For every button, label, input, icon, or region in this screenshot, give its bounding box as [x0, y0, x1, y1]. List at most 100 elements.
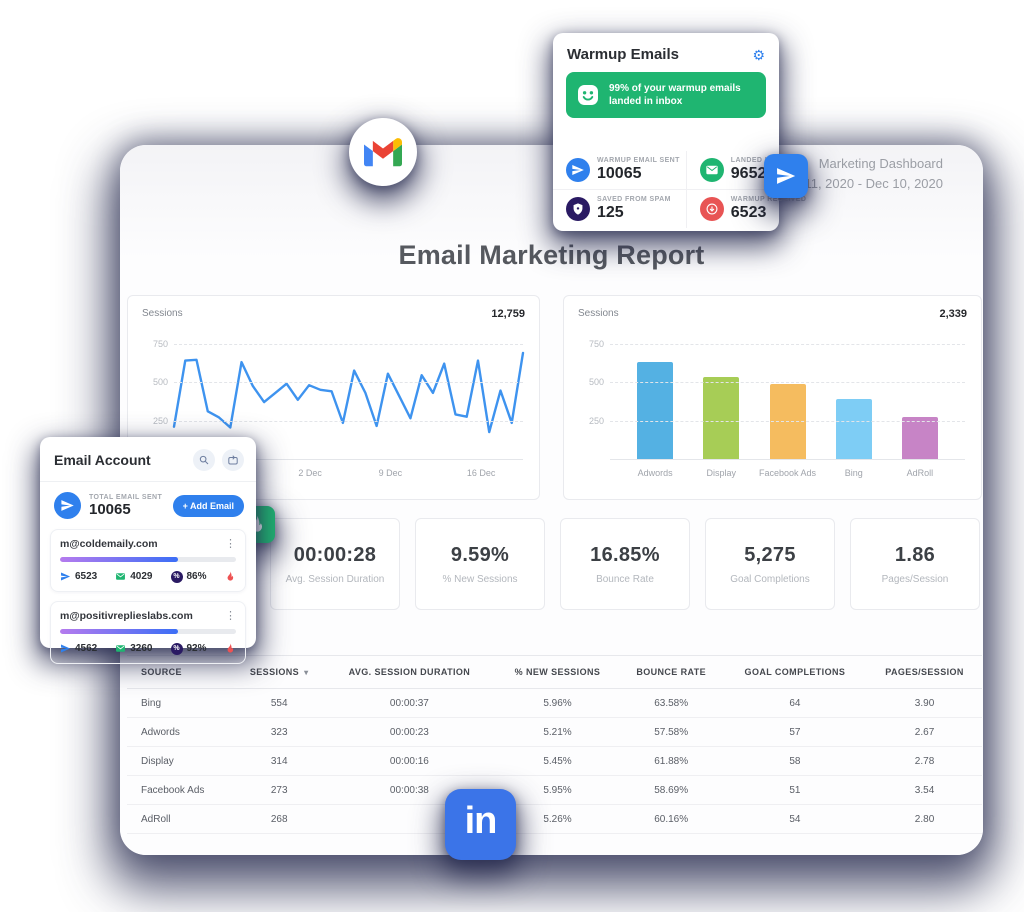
bar-adroll [901, 416, 938, 459]
column-header-source: SOURCE [127, 655, 235, 689]
stat-card: 1.86 Pages/Session [850, 518, 980, 610]
sources-table: SOURCE SESSIONS ▾ AVG. SESSION DURATION% NE… [127, 655, 982, 834]
table-cell: 61.88% [619, 746, 723, 776]
settings-gear-icon[interactable]: ⚙ [752, 46, 765, 63]
bar-slot [821, 336, 887, 459]
x-axis-tick-label: 16 Dec [466, 468, 496, 478]
kebab-menu-icon[interactable]: ⋮ [225, 537, 236, 550]
email-address: m@coldemaily.com [60, 538, 158, 550]
x-axis-tick-label: Facebook Ads [758, 468, 817, 478]
table-cell: 5.95% [495, 775, 620, 805]
email-address: m@positivreplieslabs.com [60, 610, 193, 622]
x-axis-tick-label: Display [706, 468, 737, 478]
table-cell: 57.58% [619, 717, 723, 747]
bar-facebook-ads [769, 384, 806, 459]
gridline [174, 382, 523, 384]
warmup-banner-text: 99% of your warmup emails landed in inbo… [609, 82, 741, 108]
x-axis-tick-label: 2 Dec [298, 468, 322, 478]
column-header--new-sessions: % NEW SESSIONS [495, 655, 620, 689]
warmup-stat-value: 9652 [730, 165, 767, 182]
y-axis-tick-label: 500 [588, 377, 604, 388]
warmup-emails-card: Warmup Emails ⚙ 99% of your warmup email… [553, 33, 813, 231]
linkedin-logo-badge: in [445, 789, 516, 860]
table-row: Adwords 323 00:00:23 5.21% 57.58% 57 2.67 [127, 717, 982, 747]
stat-label: Pages/Session [881, 573, 949, 585]
gridline [610, 343, 965, 345]
y-axis-tick-label: 750 [588, 338, 604, 349]
email-account-row-header: m@coldemaily.com ⋮ [60, 538, 236, 550]
inbox-count: 4029 [130, 571, 153, 582]
gridline [610, 420, 965, 422]
paper-plane-icon [60, 643, 71, 654]
warmup-success-banner: 99% of your warmup emails landed in inbo… [566, 72, 766, 118]
stat-value: 9.59% [450, 543, 510, 566]
table-cell: 58.69% [619, 775, 723, 805]
sent-count: 6523 [75, 571, 98, 582]
gridline [174, 420, 523, 422]
warmup-stat-value: 10065 [597, 165, 642, 182]
stat-card: 5,275 Goal Completions [705, 518, 835, 610]
table-cell: Adwords [127, 717, 235, 747]
inbox-count: 3260 [130, 643, 153, 654]
total-email-sent-value: 10065 [89, 500, 131, 518]
linkedin-logo-text: in [464, 800, 498, 842]
gmail-logo-badge [349, 118, 417, 186]
x-axis-tick-label: Bing [844, 468, 863, 478]
envelope-icon [115, 643, 126, 654]
warmup-stat: WARMUP RECEIVED 6523 [687, 190, 813, 228]
email-account-card: Email Account TOTAL EMAIL SENT 10065 + A… [40, 437, 256, 664]
bar-display [703, 377, 740, 459]
stat-label: Goal Completions [730, 573, 810, 585]
stat-value: 00:00:28 [293, 543, 377, 566]
warmup-stat-text: SAVED FROM SPAM 125 [597, 196, 671, 222]
table-cell: 554 [234, 688, 324, 718]
table-cell: 5.21% [495, 717, 620, 747]
stat-card: 00:00:28 Avg. Session Duration [270, 518, 400, 610]
kebab-menu-icon[interactable]: ⋮ [225, 609, 236, 622]
table-cell: 323 [234, 717, 324, 747]
chart-header: Sessions 2,339 [564, 296, 981, 320]
smiley-icon [576, 83, 600, 107]
table-cell: 51 [722, 775, 868, 805]
warmup-stat-text: WARMUP EMAIL SENT 10065 [597, 157, 680, 183]
stat-card: 16.85% Bounce Rate [560, 518, 690, 610]
y-axis-tick-label: 500 [152, 377, 168, 388]
table-cell: 2.67 [867, 717, 982, 747]
bar-slot [622, 336, 688, 459]
percent-badge-icon: % [170, 570, 183, 583]
forward-button[interactable] [222, 449, 244, 471]
table-cell: 3.90 [867, 688, 982, 718]
table-cell: AdRoll [127, 804, 235, 834]
chart-total: 2,339 [939, 308, 967, 320]
table-cell: Bing [127, 688, 235, 718]
column-header-avg-session-duration: AVG. SESSION DURATION [323, 655, 496, 689]
add-email-button[interactable]: + Add Email [172, 494, 244, 517]
gmail-logo-icon [364, 138, 402, 167]
progress-bar-fill [60, 557, 178, 562]
warmup-stat-label: WARMUP RECEIVED [730, 196, 807, 203]
chart-title: Sessions [142, 308, 183, 319]
table-cell: 00:00:16 [323, 746, 496, 776]
envelope-icon [699, 158, 724, 182]
table-cell: 60.16% [619, 804, 723, 834]
table-cell: 57 [722, 717, 868, 747]
table-cell: 63.58% [619, 688, 723, 718]
envelope-icon [115, 571, 126, 582]
warmup-stat-value: 125 [597, 204, 624, 221]
email-accounts-list: m@coldemaily.com ⋮ 6523 4029% 86% m@positivre… [40, 529, 256, 664]
table-cell: 3.54 [867, 775, 982, 805]
progress-bar [60, 557, 236, 562]
stat-value: 5,275 [744, 543, 796, 566]
sort-arrow-icon[interactable]: ▾ [304, 668, 309, 677]
table-cell: 314 [234, 746, 324, 776]
table-cell: 5.26% [495, 804, 620, 834]
table-row: AdRoll 268 5.26% 60.16% 54 2.80 [127, 804, 982, 834]
table-row: Bing 554 00:00:37 5.96% 63.58% 64 3.90 [127, 688, 982, 718]
search-button[interactable] [193, 449, 215, 471]
table-row: Display 314 00:00:16 5.45% 61.88% 58 2.78 [127, 746, 982, 776]
column-header-sessions[interactable]: SESSIONS ▾ [234, 655, 324, 689]
x-axis-tick-label: AdRoll [906, 468, 934, 478]
progress-bar-fill [60, 629, 178, 634]
stat-value: 16.85% [590, 543, 660, 566]
